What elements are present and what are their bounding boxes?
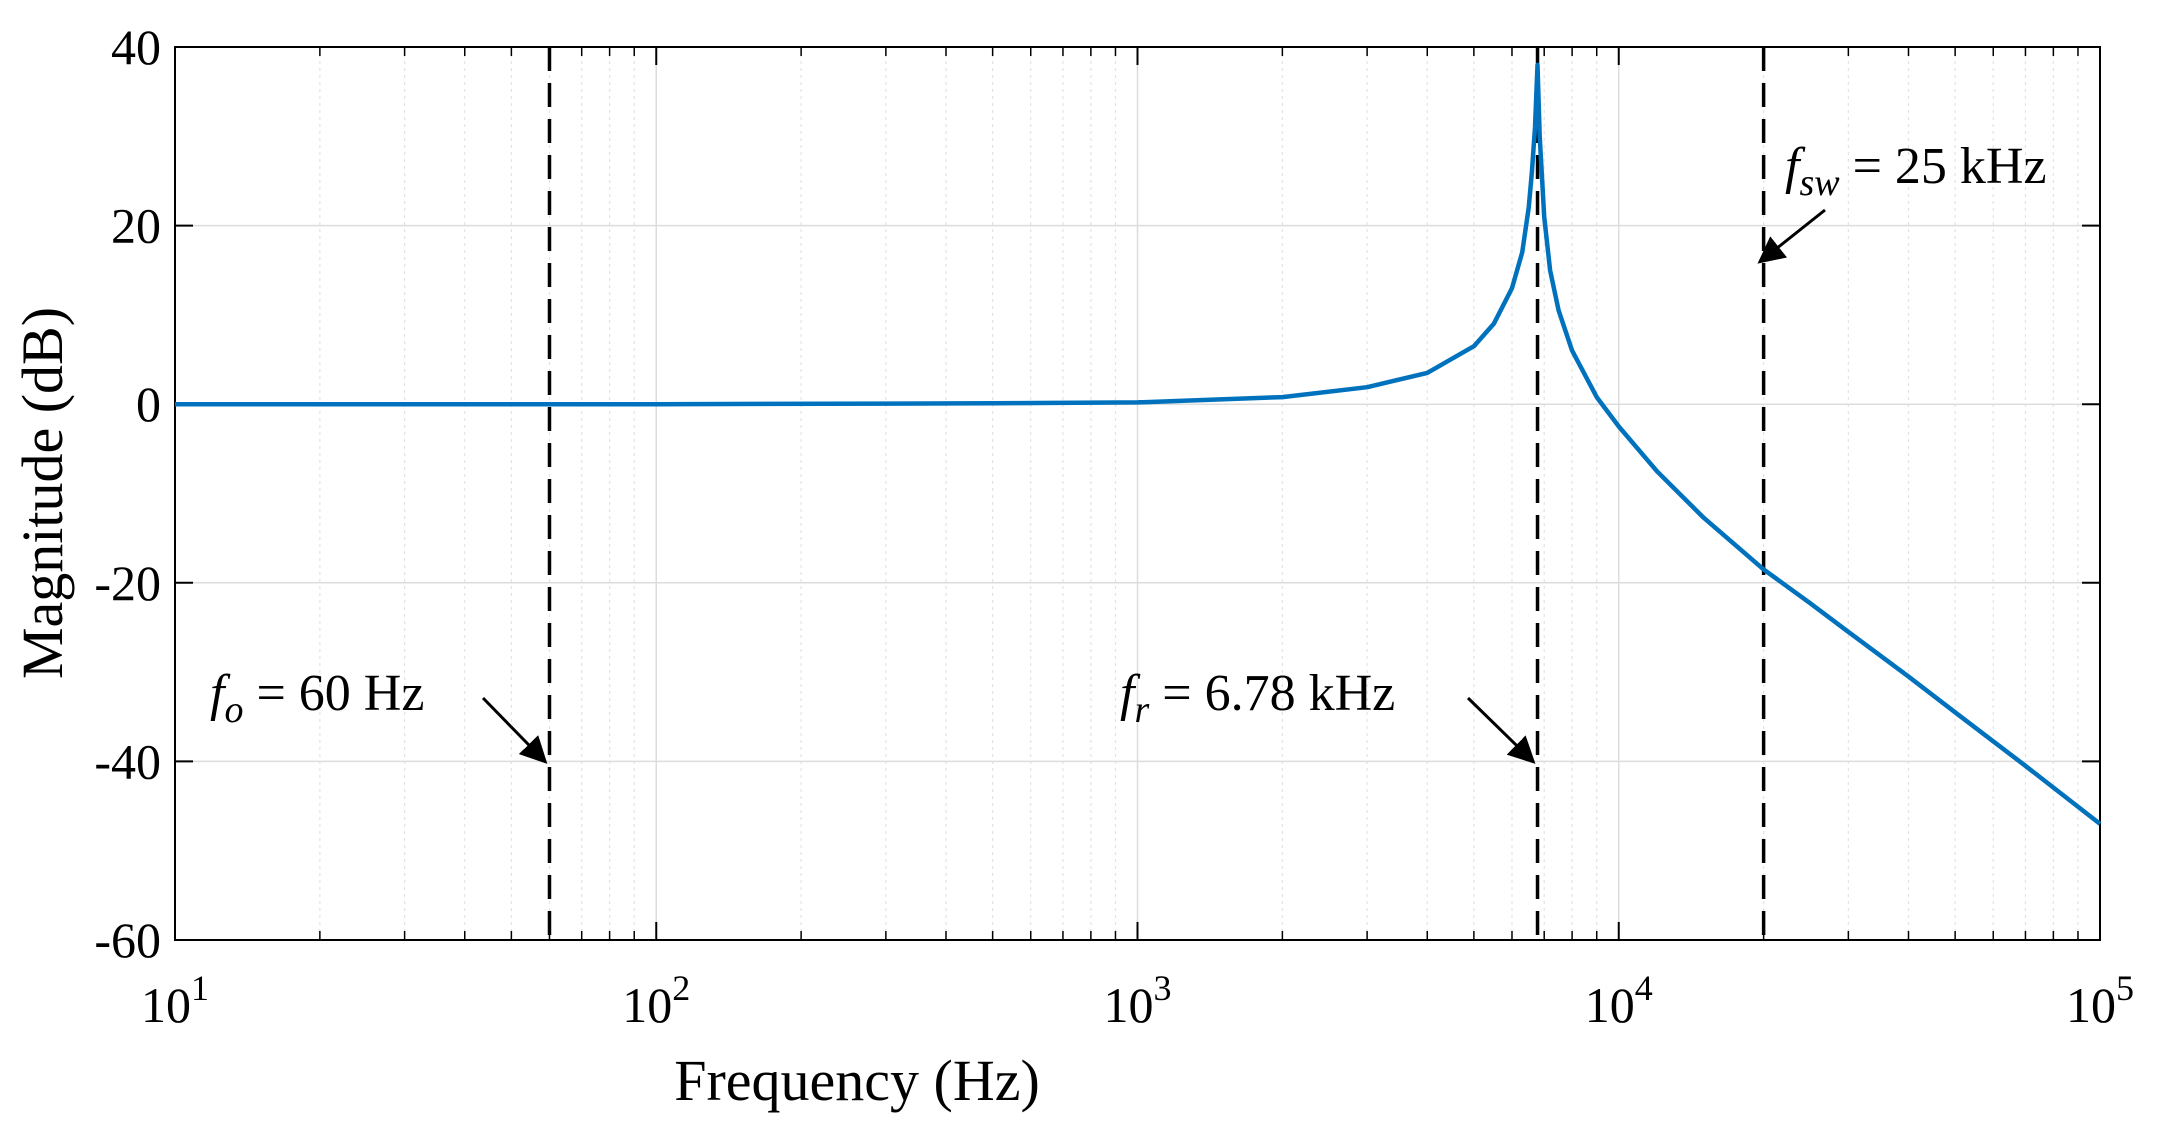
x-tick-label: 102 bbox=[622, 968, 690, 1033]
annotation-arrow-fo bbox=[481, 696, 548, 764]
x-tick-labels: 101 102 103 104 105 bbox=[141, 968, 2134, 1033]
x-axis-label: Frequency (Hz) bbox=[674, 1048, 1040, 1113]
x-tick-label: 105 bbox=[2066, 968, 2134, 1033]
x-tick-label: 101 bbox=[141, 968, 209, 1033]
frequency-markers bbox=[547, 47, 1766, 940]
y-tick-label: 40 bbox=[111, 19, 161, 75]
y-tick-label: 0 bbox=[136, 376, 161, 432]
y-tick-labels: 40 20 0 -20 -40 -60 bbox=[94, 19, 161, 968]
annotation-arrow-fr bbox=[1466, 696, 1536, 764]
magnitude-series-line bbox=[175, 62, 2102, 826]
y-tick-label: -60 bbox=[94, 912, 161, 968]
annotation-fo: fo = 60 Hz bbox=[210, 665, 424, 731]
annotation-arrow-fsw bbox=[1757, 208, 1826, 264]
y-tick-label: -20 bbox=[94, 555, 161, 611]
y-axis-label: Magnitude (dB) bbox=[10, 307, 75, 679]
y-tick-label: -40 bbox=[94, 733, 161, 789]
y-tick-label: 20 bbox=[111, 198, 161, 254]
annotations: fo = 60 Hz fr = 6.78 kHz fsw = 25 kHz bbox=[210, 138, 2047, 764]
x-tick-label: 104 bbox=[1585, 968, 1653, 1033]
annotation-fsw: fsw = 25 kHz bbox=[1785, 138, 2047, 204]
x-tick-label: 103 bbox=[1104, 968, 1172, 1033]
minor-grid bbox=[319, 47, 2079, 940]
annotation-fr: fr = 6.78 kHz bbox=[1120, 665, 1395, 731]
